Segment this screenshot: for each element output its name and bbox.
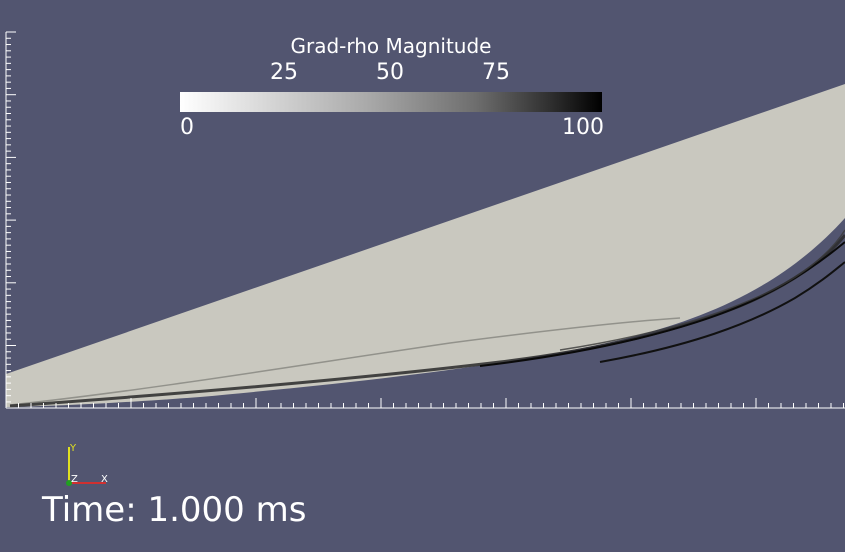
secondary-shock-line [559,229,845,351]
orientation-axes-widget [66,447,106,486]
colorbar-gradient[interactable] [180,92,602,112]
flow-domain [6,84,845,407]
colorbar-title: Grad-rho Magnitude [290,34,492,58]
main-shock-line [479,241,845,367]
time-annotation: Time: 1.000 ms [42,490,307,530]
colorbar-tick-25: 25 [270,60,298,85]
z-axis-letter: Z [71,474,78,485]
colorbar-max-label: 100 [562,115,604,140]
colorbar-tick-75: 75 [482,60,510,85]
colorbar-min-label: 0 [180,115,194,140]
lower-shock-line [599,261,845,363]
weak-shock-line [9,317,681,406]
colorbar-tick-50: 50 [376,60,404,85]
z-axis-marker [66,480,72,486]
y-axis-ruler [5,31,16,408]
y-axis-letter: Y [70,443,77,454]
x-axis-letter: X [101,474,108,485]
x-axis-ruler [5,398,845,409]
